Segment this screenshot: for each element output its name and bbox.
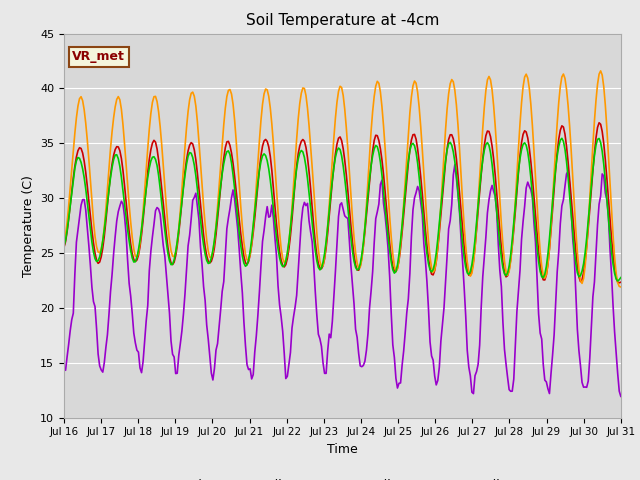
Tsoil set 3 bbox=[303, 176, 311, 181]
Tsoil set 1 bbox=[617, 279, 625, 285]
Tsoil set 3 bbox=[588, 183, 595, 189]
Tsoil set 3 bbox=[558, 135, 566, 141]
X-axis label: Time: Time bbox=[327, 443, 358, 456]
Tair bbox=[617, 394, 625, 399]
Tsoil set 3 bbox=[244, 257, 252, 263]
Tair bbox=[129, 311, 136, 316]
Tsoil set 3 bbox=[226, 152, 234, 157]
Tsoil set 1 bbox=[226, 143, 234, 148]
Y-axis label: Temperature (C): Temperature (C) bbox=[22, 175, 35, 276]
Tsoil set 1 bbox=[616, 280, 623, 286]
Tsoil set 1 bbox=[60, 244, 68, 250]
Tsoil set 2 bbox=[303, 106, 311, 111]
Tsoil set 2 bbox=[244, 257, 252, 263]
Tair bbox=[60, 365, 68, 371]
Tsoil set 2 bbox=[129, 235, 136, 240]
Tsoil set 2 bbox=[60, 239, 68, 244]
Line: Tair: Tair bbox=[64, 165, 621, 396]
Tsoil set 3 bbox=[617, 275, 625, 280]
Tsoil set 3 bbox=[254, 179, 262, 185]
Tsoil set 2 bbox=[617, 284, 625, 290]
Tsoil set 3 bbox=[60, 243, 68, 249]
Tair bbox=[588, 325, 595, 331]
Line: Tsoil set 2: Tsoil set 2 bbox=[64, 71, 621, 287]
Tsoil set 2 bbox=[586, 195, 594, 201]
Text: VR_met: VR_met bbox=[72, 50, 125, 63]
Tsoil set 1 bbox=[586, 206, 594, 212]
Tsoil set 1 bbox=[595, 120, 603, 126]
Line: Tsoil set 1: Tsoil set 1 bbox=[64, 123, 621, 283]
Tair bbox=[303, 201, 311, 206]
Tsoil set 2 bbox=[226, 87, 234, 93]
Tair bbox=[451, 162, 459, 168]
Title: Soil Temperature at -4cm: Soil Temperature at -4cm bbox=[246, 13, 439, 28]
Tsoil set 2 bbox=[254, 160, 262, 166]
Tsoil set 3 bbox=[614, 278, 621, 284]
Tsoil set 2 bbox=[596, 68, 604, 74]
Tsoil set 1 bbox=[303, 155, 311, 160]
Tsoil set 1 bbox=[244, 259, 252, 264]
Tsoil set 1 bbox=[254, 182, 262, 188]
Line: Tsoil set 3: Tsoil set 3 bbox=[64, 138, 621, 281]
Tsoil set 1 bbox=[129, 251, 136, 257]
Legend: Tair, Tsoil set 1, Tsoil set 2, Tsoil set 3: Tair, Tsoil set 1, Tsoil set 2, Tsoil se… bbox=[145, 474, 540, 480]
Tair bbox=[244, 367, 252, 372]
Tsoil set 3 bbox=[129, 255, 136, 261]
Tair bbox=[254, 312, 262, 318]
Tair bbox=[226, 206, 234, 212]
